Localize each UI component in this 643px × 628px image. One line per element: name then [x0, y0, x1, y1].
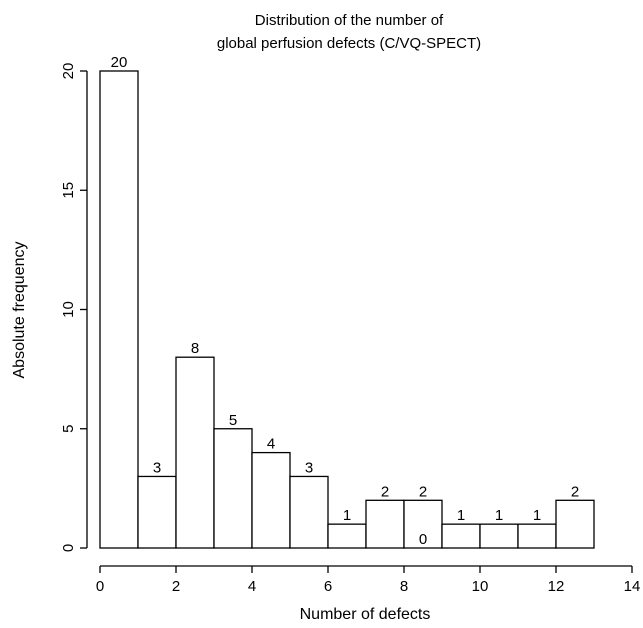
histogram-bar [479, 523, 519, 549]
x-tick-label: 4 [248, 578, 256, 595]
y-axis-label: Absolute frequency [11, 242, 28, 379]
x-tick-label: 2 [172, 578, 180, 595]
bar-value-label: 4 [267, 436, 275, 453]
bars-group [99, 70, 595, 549]
histogram-bar [137, 475, 177, 549]
bar-value-label: 1 [343, 507, 351, 524]
bar-value-label: 2 [419, 483, 427, 500]
x-tick-label: 12 [548, 578, 565, 595]
x-tick-label: 6 [324, 578, 332, 595]
y-tick-label: 15 [60, 182, 77, 199]
histogram-bar [289, 475, 329, 549]
histogram-bar [441, 523, 481, 549]
histogram-bar [327, 523, 367, 549]
bar-value-label: 1 [533, 507, 541, 524]
y-axis: 0 5 10 15 20 [60, 63, 88, 552]
bar-value-label: 8 [191, 340, 199, 357]
x-tick-label: 0 [96, 578, 104, 595]
chart-title-line-1: Distribution of the number of [255, 12, 444, 29]
bar-value-label: 1 [457, 507, 465, 524]
bar-value-label: 2 [571, 483, 579, 500]
y-tick-label: 20 [60, 63, 77, 80]
bar-value-label: 3 [153, 459, 161, 476]
y-tick-label: 10 [60, 301, 77, 318]
bar-value-label: 20 [111, 54, 128, 71]
x-axis: 0 2 4 6 8 10 12 14 [96, 565, 641, 595]
x-tick-label: 14 [624, 578, 641, 595]
chart-title-line-2: global perfusion defects (C/VQ-SPECT) [217, 35, 481, 52]
histogram-bar [175, 356, 215, 549]
histogram-bar [213, 428, 253, 549]
y-tick-label: 5 [60, 425, 77, 433]
x-axis-label: Number of defects [300, 606, 431, 623]
x-tick-label: 8 [400, 578, 408, 595]
bar-value-label: 0 [419, 531, 427, 548]
x-tick-label: 10 [472, 578, 489, 595]
histogram-bar [251, 451, 291, 549]
bar-value-label: 5 [229, 412, 237, 429]
histogram-bar [403, 499, 443, 549]
histogram-bar [517, 523, 557, 549]
histogram-bar [99, 70, 139, 549]
histogram-bar [555, 499, 595, 549]
y-tick-label: 0 [60, 544, 77, 552]
bar-value-label: 3 [305, 459, 313, 476]
bar-value-label: 2 [381, 483, 389, 500]
histogram-bar [365, 499, 405, 549]
bar-value-label: 1 [495, 507, 503, 524]
